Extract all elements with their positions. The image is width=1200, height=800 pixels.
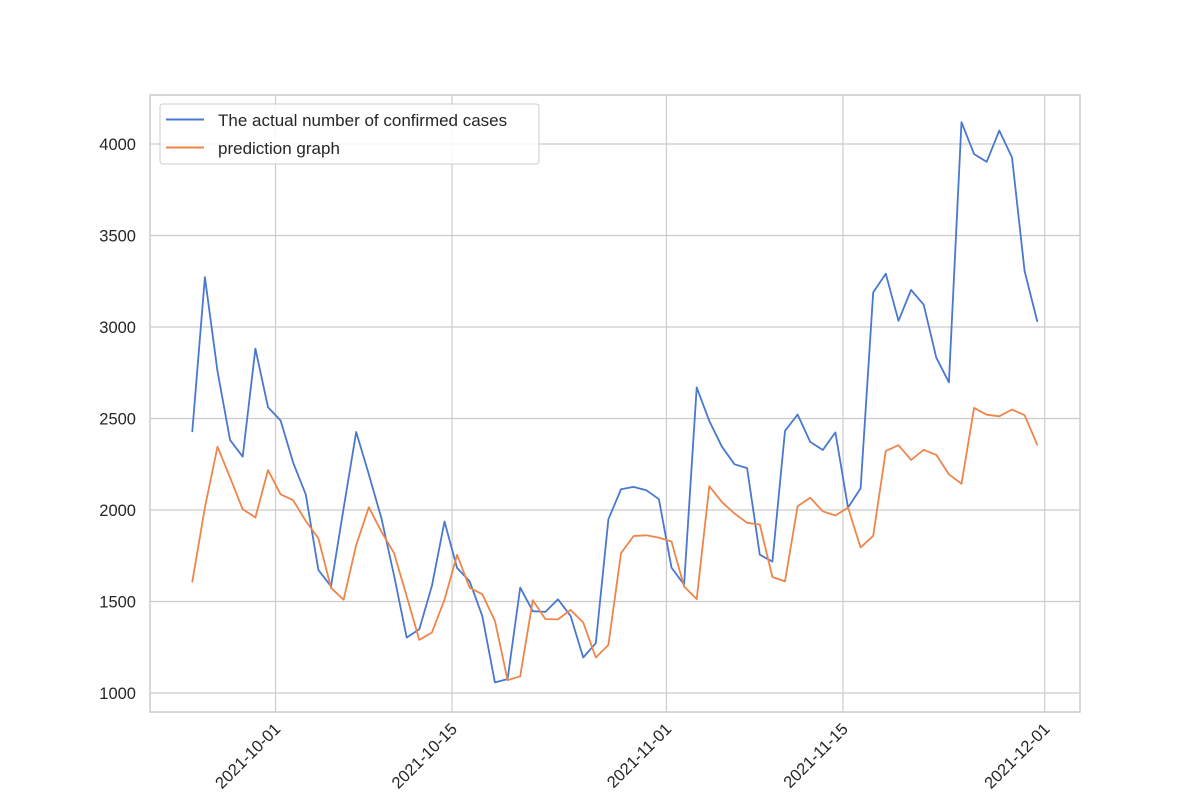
y-tick-label: 4000: [99, 136, 136, 154]
axes-background: [150, 95, 1080, 712]
series-prediction: [191, 406, 1039, 682]
plot-area: [149, 94, 1081, 713]
y-tick-label: 3500: [99, 228, 136, 246]
series-actual-cases: [191, 121, 1039, 684]
series-lines: [191, 121, 1039, 684]
legend-label-prediction: prediction graph: [218, 139, 340, 158]
y-tick-label: 2500: [99, 411, 136, 429]
y-axis-tick-labels: 1000 1500 2000 2500 3000 3500 4000: [99, 136, 136, 703]
legend-box: [159, 103, 540, 165]
y-tick-label: 2000: [99, 502, 136, 520]
axes-frame: [149, 94, 1081, 713]
y-tick-label: 1500: [99, 594, 136, 612]
y-tick-label: 3000: [99, 319, 136, 337]
legend-label-actual: The actual number of confirmed cases: [218, 111, 507, 130]
legend: The actual number of confirmed cases pre…: [159, 103, 540, 165]
y-tick-label: 1000: [99, 685, 136, 703]
